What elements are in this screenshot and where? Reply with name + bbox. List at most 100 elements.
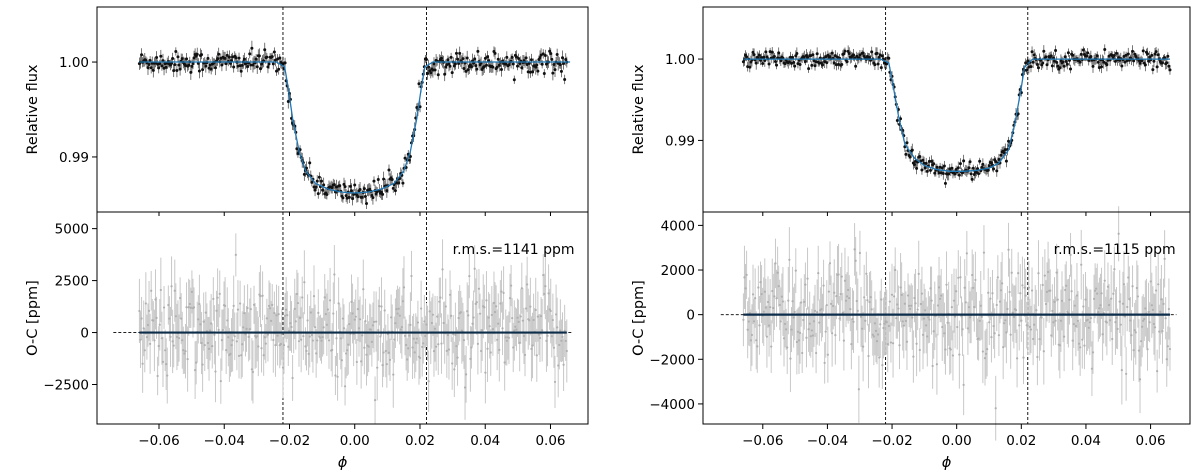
flux-point: [772, 54, 776, 58]
flux-point: [514, 55, 518, 59]
flux-point: [1066, 51, 1070, 55]
residual-point: [544, 285, 547, 288]
flux-point: [976, 167, 980, 171]
flux-point: [302, 172, 306, 176]
flux-point: [462, 67, 466, 71]
residual-point: [243, 312, 246, 315]
flux-point: [446, 58, 450, 62]
flux-point: [762, 55, 766, 59]
residual-point: [508, 297, 512, 300]
residual-point: [818, 321, 821, 324]
residual-axes-frame: [96, 211, 589, 425]
residual-point: [438, 300, 441, 303]
residual-point: [900, 293, 903, 296]
residual-point: [997, 334, 1001, 337]
residual-point: [204, 311, 207, 314]
flux-point: [830, 51, 834, 55]
flux-point: [524, 56, 528, 60]
residual-point: [400, 325, 403, 329]
flux-point: [449, 55, 453, 59]
flux-point: [908, 155, 912, 159]
residual-point: [1142, 319, 1145, 322]
flux-point: [254, 57, 258, 61]
flux-point: [160, 64, 164, 68]
residual-point: [367, 345, 370, 348]
residual-point: [275, 314, 278, 317]
residual-point: [485, 299, 488, 302]
residual-point: [177, 336, 181, 340]
residual-point: [396, 312, 399, 315]
flux-point: [942, 164, 946, 168]
residual-point: [769, 306, 772, 309]
residual-point: [433, 327, 437, 330]
residual-point: [1112, 292, 1115, 295]
flux-point: [1079, 52, 1083, 56]
residual-point: [143, 349, 146, 352]
residual-point: [319, 336, 322, 339]
residual-point: [883, 322, 886, 325]
flux-point: [542, 72, 546, 76]
flux-point: [403, 156, 407, 160]
residual-point: [512, 346, 515, 349]
flux-point: [385, 189, 389, 193]
flux-point: [845, 60, 849, 64]
residual-point: [946, 321, 949, 324]
residual-point: [156, 374, 159, 378]
residual-point: [200, 341, 203, 345]
residual-point: [166, 374, 169, 377]
residual-point: [796, 330, 800, 333]
residual-point: [521, 319, 524, 322]
flux-point: [493, 51, 497, 55]
flux-point: [529, 58, 533, 62]
flux-point: [387, 168, 391, 172]
flux-point: [1133, 52, 1137, 56]
residual-point: [1098, 307, 1101, 310]
residual-point: [252, 303, 256, 306]
residual-point: [545, 339, 548, 343]
flux-point: [1132, 59, 1136, 63]
residual-point: [824, 330, 827, 333]
residual-point: [1110, 297, 1113, 300]
residual-point: [324, 312, 327, 316]
flux-point: [466, 68, 470, 72]
flux-point: [775, 63, 779, 67]
residual-point: [838, 317, 841, 320]
rms-annotation: r.m.s.=1141 ppm: [453, 242, 575, 258]
residual-point: [416, 321, 420, 324]
residual-point: [450, 314, 453, 317]
flux-point: [1148, 55, 1152, 59]
flux-point: [1160, 61, 1164, 65]
residual-point: [564, 339, 567, 343]
flux-point: [177, 63, 181, 67]
residual-point: [880, 298, 883, 301]
residual-point: [1006, 307, 1009, 311]
xtick-label: −0.02: [269, 433, 310, 449]
residual-point: [803, 300, 806, 304]
residual-point: [149, 342, 152, 345]
residual-point: [1084, 298, 1087, 301]
residual-point: [266, 333, 270, 336]
residual-point: [390, 316, 393, 319]
residual-point: [152, 319, 155, 322]
residual-point: [490, 313, 493, 317]
residual-point: [167, 303, 170, 307]
flux-point: [1112, 54, 1116, 58]
residual-point: [515, 328, 518, 331]
residual-point: [1019, 292, 1022, 295]
flux-point: [170, 61, 174, 65]
residual-point: [1149, 280, 1152, 283]
residual-point: [1164, 317, 1167, 320]
xtick-label: 0.04: [470, 433, 500, 449]
flux-point: [761, 61, 765, 65]
flux-point: [174, 49, 178, 53]
residual-point: [805, 336, 808, 339]
flux-point: [255, 65, 259, 69]
residual-point: [1150, 304, 1153, 307]
residual-point: [541, 329, 544, 332]
residual-point: [1139, 340, 1143, 343]
residual-point: [915, 342, 918, 345]
flux-point: [972, 172, 976, 176]
residual-point: [403, 334, 407, 338]
flux-point: [272, 50, 276, 54]
flux-point: [172, 69, 176, 73]
